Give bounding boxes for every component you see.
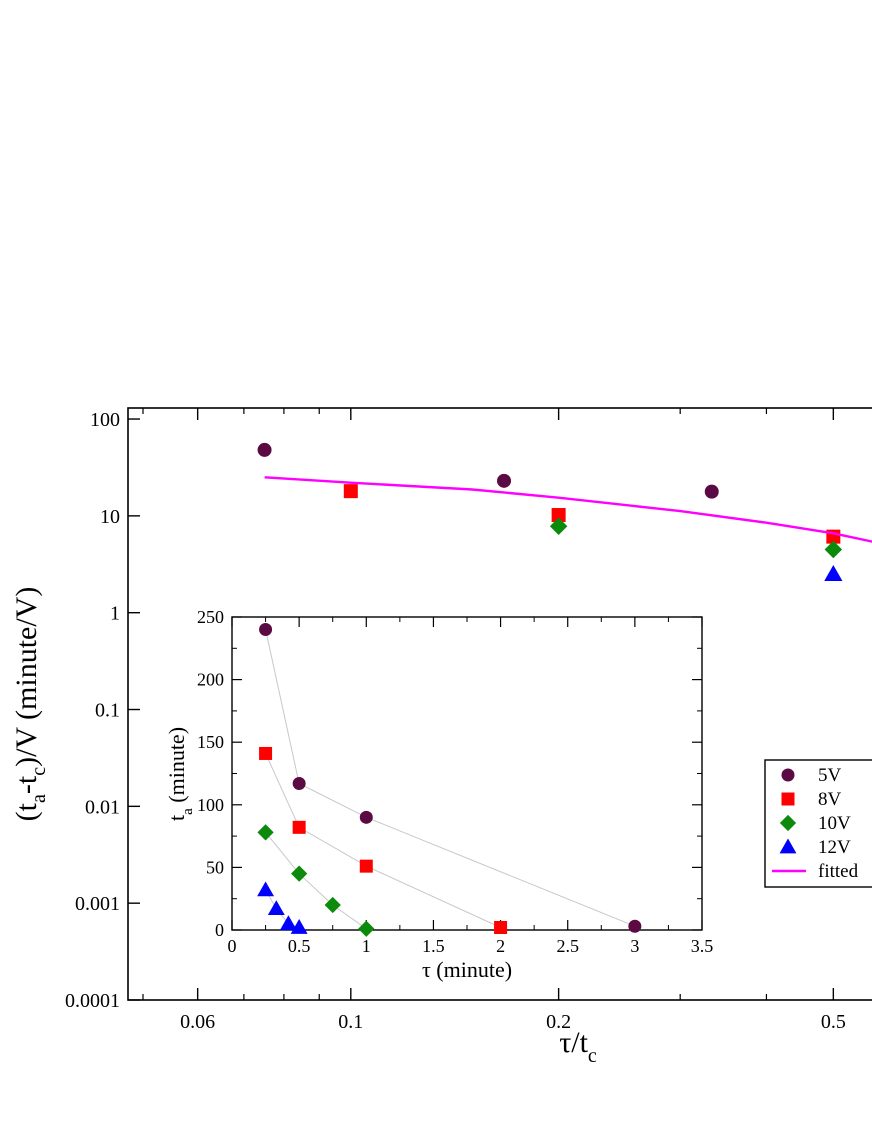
inset-point-12v [290, 919, 308, 934]
inset-point-10v [358, 920, 375, 937]
main-y-axis-title: (ta-tc)/V (minute/V) [10, 587, 50, 822]
inset-y-tick-label: 150 [197, 732, 224, 752]
inset-y-axis-title: ta (minute) [164, 727, 196, 821]
inset-y-tick-label: 250 [197, 607, 224, 627]
main-point-12v [824, 565, 843, 581]
main-x-tick-label: 0.1 [338, 1011, 363, 1033]
main-series-fitted-line [264, 476, 872, 543]
main-y-axis-title-sub2: c [28, 767, 50, 776]
inset-y-tick-label: 0 [215, 920, 224, 940]
inset-point-12v [267, 900, 285, 916]
inset-x-tick-label: 3.5 [691, 936, 714, 956]
inset-x-tick-label: 3 [630, 936, 639, 956]
inset-guide-8v [265, 753, 501, 928]
main-y-tick-label: 0.001 [75, 893, 120, 915]
inset-x-tick-label: 2.5 [556, 936, 579, 956]
inset-point-8v [259, 746, 273, 760]
inset-guide-lines [265, 629, 636, 930]
inset-x-tick-label: 0.5 [288, 936, 311, 956]
legend-label-fitted: fitted [818, 861, 859, 882]
main-y-axis-title-sub1: a [28, 794, 50, 803]
inset-point-8v [292, 820, 306, 834]
main-x-tick-label: 0.5 [821, 1011, 846, 1033]
inset-point-12v [257, 881, 275, 897]
main-x-tick-label: 0.06 [180, 1011, 215, 1033]
inset-x-tick-label: 1 [362, 936, 371, 956]
inset-guide-5v [265, 629, 636, 927]
legend-label-10v: 10V [818, 813, 851, 834]
main-point-5v [497, 473, 512, 488]
main-y-tick-label: 0.0001 [65, 990, 120, 1012]
inset-y-tick-label: 200 [197, 670, 224, 690]
inset-point-5v [628, 919, 642, 933]
main-point-5v [704, 484, 719, 499]
main-point-10v [824, 540, 843, 559]
main-point-8v [551, 508, 566, 523]
inset-x-tick-label: 1.5 [422, 936, 445, 956]
inset-point-12v [279, 915, 297, 931]
main-x-axis-title-main: τ/t [559, 1026, 588, 1059]
main-y-tick-label: 1 [110, 603, 120, 625]
main-point-10v [549, 517, 568, 536]
inset-point-8v [494, 920, 508, 934]
main-x-axis-title: τ/tc [559, 1026, 597, 1067]
legend-swatch-10v [779, 814, 797, 832]
inset-point-10v [324, 896, 341, 914]
inset-y-tick-label: 50 [206, 857, 224, 877]
main-y-axis-title-part2: -t [10, 775, 43, 794]
inset-y-tick-label: 100 [197, 795, 224, 815]
legend-swatch-8v [781, 792, 795, 806]
main-y-tick-label: 10 [100, 506, 120, 528]
legend-label-8v: 8V [818, 789, 842, 810]
inset-y-axis-title-sub: a [180, 808, 196, 815]
inset-point-5v [292, 777, 306, 791]
inset-point-8v [359, 859, 373, 873]
legend: 5V 8V 10V 12V fitted [764, 759, 872, 888]
main-point-5v [257, 442, 272, 457]
main-y-tick-label: 100 [90, 409, 120, 431]
legend-label-5v: 5V [818, 765, 842, 786]
main-y-axis-title-part3: )/V (minute/V) [10, 587, 43, 767]
main-y-axis-title-part1: (t [10, 802, 43, 821]
main-y-tick-label: 0.1 [95, 700, 120, 722]
main-point-8v [343, 484, 358, 499]
inset-point-5v [359, 810, 373, 824]
inset-y-axis-title-part1: t [164, 815, 189, 821]
main-plot-frame [127, 407, 872, 1001]
main-x-axis-title-sub: c [588, 1045, 597, 1067]
inset-axis-ticks: 0 0.5 1 1.5 2 2.5 3 3.5 0 50 100 150 200 250 [197, 607, 713, 956]
inset-point-10v [257, 824, 274, 841]
inset-point-5v [259, 623, 273, 637]
main-y-tick-label: 0.01 [85, 796, 120, 818]
inset-x-tick-label: 2 [496, 936, 505, 956]
main-x-tick-label: 0.2 [546, 1011, 571, 1033]
legend-swatch-12v [779, 838, 797, 854]
legend-swatch-5v [781, 768, 795, 782]
inset-guide-10v [265, 831, 367, 930]
inset-y-axis-title-part2: (minute) [164, 727, 189, 808]
main-data-marks [257, 442, 872, 581]
inset-x-tick-label: 0 [228, 936, 237, 956]
inset-plot-background [232, 617, 702, 930]
inset-data-marks [257, 623, 642, 937]
inset-point-10v [291, 865, 308, 882]
legend-label-12v: 12V [818, 837, 851, 858]
inset-x-axis-title: τ (minute) [422, 957, 512, 982]
